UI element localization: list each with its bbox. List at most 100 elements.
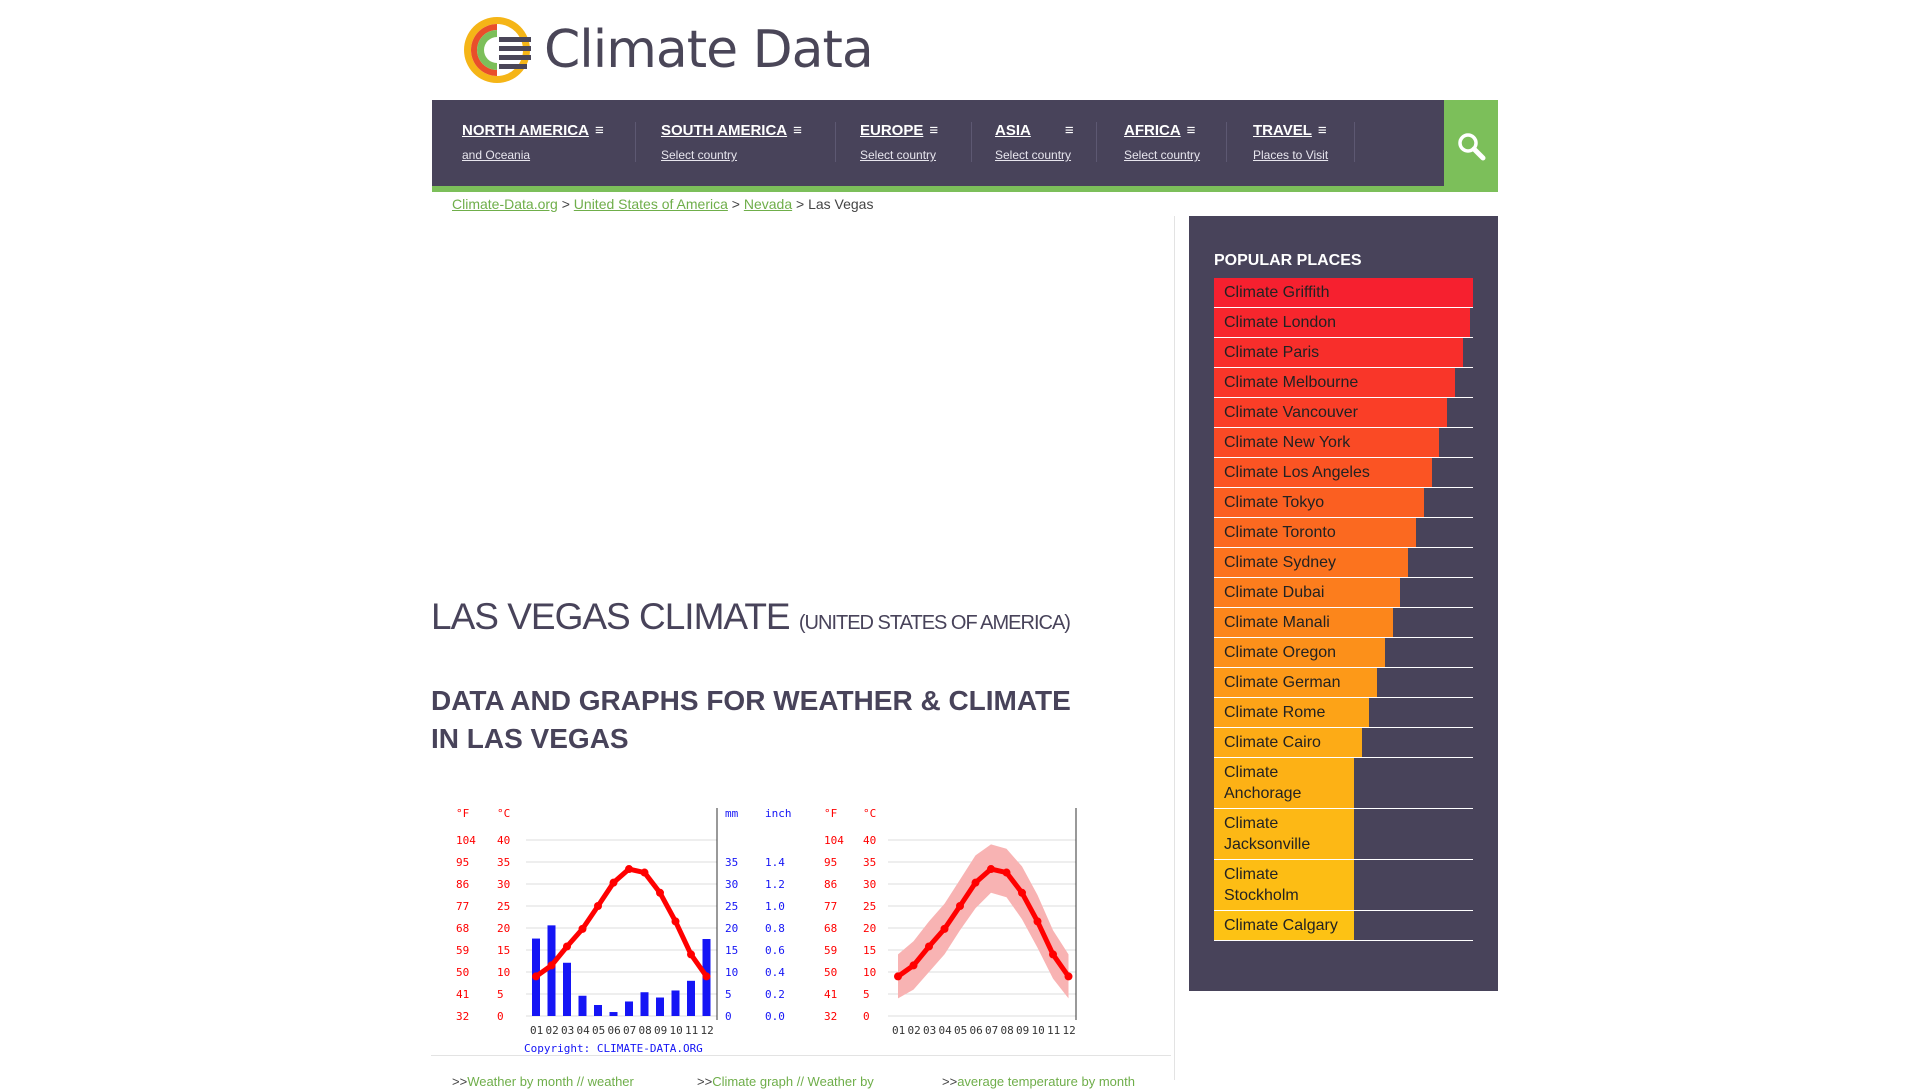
- popular-place-item[interactable]: Climate Vancouver: [1214, 398, 1473, 428]
- popular-place-item[interactable]: Climate Griffith: [1214, 278, 1473, 308]
- tick-label-celsius: 5: [497, 988, 504, 1001]
- nav-travel[interactable]: TRAVEL ≡ Places to Visit: [1253, 122, 1328, 162]
- tick-label-fahrenheit: 104: [456, 834, 476, 847]
- nav-subtitle[interactable]: and Oceania: [462, 148, 531, 162]
- breadcrumb-link-state[interactable]: Nevada: [743, 196, 793, 212]
- popular-place-item[interactable]: Climate Stockholm: [1214, 860, 1473, 911]
- nav-subtitle[interactable]: Select country: [1124, 148, 1201, 162]
- popular-place-item[interactable]: Climate Manali: [1214, 608, 1473, 638]
- popularity-bar: [1214, 308, 1471, 337]
- link-text[interactable]: Climate graph // Weather by: [712, 1074, 874, 1089]
- month-label: 04: [939, 1024, 953, 1037]
- search-button[interactable]: [1444, 100, 1498, 192]
- nav-asia[interactable]: ASIA ≡ Select country: [995, 122, 1074, 162]
- popular-place-item[interactable]: Climate Calgary: [1214, 911, 1473, 941]
- popular-place-label[interactable]: Climate Melbourne: [1224, 374, 1359, 391]
- month-label: 07: [985, 1024, 998, 1037]
- nav-title[interactable]: NORTH AMERICA: [462, 122, 589, 139]
- bottom-link-average-temperature[interactable]: >>average temperature by month: [942, 1074, 1135, 1089]
- popular-place-label[interactable]: Climate Toronto: [1224, 524, 1336, 541]
- tick-label-mm: 30: [725, 878, 738, 891]
- popular-place-label[interactable]: Climate German: [1224, 674, 1341, 691]
- nav-subtitle[interactable]: Places to Visit: [1253, 148, 1329, 162]
- popular-place-label[interactable]: Climate Anchorage: [1224, 764, 1302, 802]
- tick-label-celsius: 25: [497, 900, 510, 913]
- link-text[interactable]: average temperature by month: [957, 1074, 1135, 1089]
- temperature-point: [987, 865, 995, 874]
- nav-title[interactable]: TRAVEL: [1253, 122, 1312, 139]
- popular-place-item[interactable]: Climate Tokyo: [1214, 488, 1473, 518]
- popularity-bar: [1214, 809, 1354, 859]
- popularity-bar: [1214, 698, 1370, 727]
- popular-place-item[interactable]: Climate Melbourne: [1214, 368, 1473, 398]
- site-logo[interactable]: Climate Data: [462, 14, 874, 86]
- popularity-bar: [1214, 398, 1448, 427]
- content-divider: [1174, 216, 1175, 1080]
- popularity-bar: [1214, 518, 1417, 547]
- tick-label-fahrenheit: 68: [824, 922, 837, 935]
- popular-place-label[interactable]: Climate Sydney: [1224, 554, 1337, 571]
- popular-place-label[interactable]: Climate Tokyo: [1224, 494, 1325, 511]
- popular-place-label[interactable]: Climate Oregon: [1224, 644, 1337, 661]
- bottom-link-climate-graph[interactable]: >>Climate graph // Weather by: [697, 1074, 874, 1089]
- tick-label-celsius: 10: [863, 966, 876, 979]
- popular-place-item[interactable]: Climate Paris: [1214, 338, 1473, 368]
- nav-south-america[interactable]: SOUTH AMERICA ≡ Select country: [661, 122, 802, 162]
- popular-place-label[interactable]: Climate Dubai: [1224, 584, 1325, 601]
- popular-place-item[interactable]: Climate Rome: [1214, 698, 1473, 728]
- nav-africa[interactable]: AFRICA ≡ Select country: [1124, 122, 1200, 162]
- popularity-bar: [1214, 728, 1362, 757]
- popular-place-item[interactable]: Climate Toronto: [1214, 518, 1473, 548]
- tick-label-celsius: 30: [863, 878, 876, 891]
- temperature-point: [971, 878, 980, 887]
- nav-title[interactable]: ASIA: [995, 122, 1031, 139]
- tick-label-inch: 1.0: [765, 900, 785, 913]
- temperature-point: [925, 942, 933, 951]
- popular-place-item[interactable]: Climate London: [1214, 308, 1473, 338]
- nav-title[interactable]: SOUTH AMERICA: [661, 122, 788, 139]
- popular-place-label[interactable]: Climate Paris: [1224, 344, 1320, 361]
- month-label: 02: [546, 1024, 559, 1037]
- nav-north-america[interactable]: NORTH AMERICA ≡ and Oceania: [462, 122, 604, 162]
- popular-place-label[interactable]: Climate Los Angeles: [1224, 464, 1370, 481]
- month-label: 12: [1063, 1024, 1076, 1037]
- popular-place-item[interactable]: Climate Oregon: [1214, 638, 1473, 668]
- breadcrumb-link-country[interactable]: United States of America: [573, 196, 728, 212]
- popular-place-item[interactable]: Climate Anchorage: [1214, 758, 1473, 809]
- popular-place-item[interactable]: Climate Dubai: [1214, 578, 1473, 608]
- temperature-point: [563, 942, 571, 951]
- page-title-country: (UNITED STATES OF AMERICA): [798, 612, 1071, 634]
- popular-place-item[interactable]: Climate German: [1214, 668, 1473, 698]
- nav-europe[interactable]: EUROPE ≡ Select country: [860, 122, 938, 162]
- breadcrumb-link-home[interactable]: Climate-Data.org: [452, 196, 558, 212]
- tick-label-celsius: 25: [863, 900, 876, 913]
- popular-place-label[interactable]: Climate Griffith: [1224, 284, 1330, 301]
- popular-place-label[interactable]: Climate Stockholm: [1224, 866, 1299, 904]
- breadcrumb: Climate-Data.org > United States of Amer…: [452, 196, 873, 212]
- popular-place-label[interactable]: Climate Jacksonville: [1224, 815, 1311, 853]
- nav-title[interactable]: AFRICA: [1124, 122, 1181, 139]
- popular-place-label[interactable]: Climate New York: [1224, 434, 1351, 451]
- precipitation-bar: [687, 980, 695, 1016]
- popular-place-label[interactable]: Climate Manali: [1224, 614, 1330, 631]
- popular-place-label[interactable]: Climate Calgary: [1224, 917, 1338, 934]
- popular-place-label[interactable]: Climate Vancouver: [1224, 404, 1358, 421]
- popular-place-item[interactable]: Climate Jacksonville: [1214, 809, 1473, 860]
- popular-place-item[interactable]: Climate Los Angeles: [1214, 458, 1473, 488]
- popular-place-label[interactable]: Climate Rome: [1224, 704, 1326, 721]
- nav-subtitle[interactable]: Select country: [995, 148, 1072, 162]
- popular-place-item[interactable]: Climate Cairo: [1214, 728, 1473, 758]
- popular-place-label[interactable]: Climate London: [1224, 314, 1337, 331]
- popular-place-item[interactable]: Climate New York: [1214, 428, 1473, 458]
- nav-divider: [1354, 122, 1355, 162]
- popular-place-label[interactable]: Climate Cairo: [1224, 734, 1321, 751]
- month-label: 06: [970, 1024, 983, 1037]
- link-text[interactable]: Weather by month // weather: [467, 1074, 634, 1089]
- month-label: 03: [561, 1024, 574, 1037]
- nav-title[interactable]: EUROPE: [860, 122, 924, 139]
- nav-subtitle[interactable]: Select country: [661, 148, 738, 162]
- bottom-link-weather-by-month[interactable]: >>Weather by month // weather: [452, 1074, 634, 1089]
- copyright-text: Copyright: CLIMATE-DATA.ORG: [524, 1042, 703, 1055]
- nav-subtitle[interactable]: Select country: [860, 148, 937, 162]
- popular-place-item[interactable]: Climate Sydney: [1214, 548, 1473, 578]
